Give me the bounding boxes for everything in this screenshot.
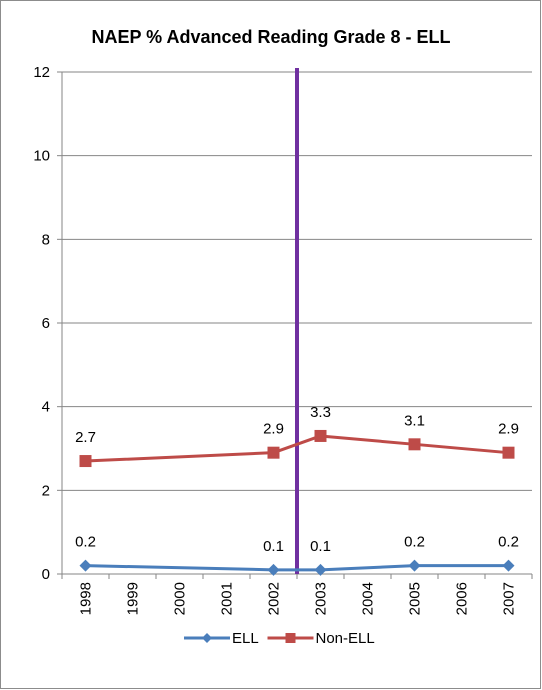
- data-label: 0.2: [404, 534, 425, 551]
- x-tick-label: 2002: [266, 582, 283, 615]
- x-tick-label: 2001: [219, 582, 236, 615]
- data-point: [79, 559, 92, 572]
- x-tick-label: 2006: [454, 582, 471, 615]
- data-label: 0.1: [310, 538, 331, 555]
- x-tick-label: 2004: [360, 582, 377, 615]
- x-tick-label: 1999: [125, 582, 142, 615]
- chart-title: NAEP % Advanced Reading Grade 8 - ELL: [91, 27, 450, 47]
- x-tick-label: 2005: [407, 582, 424, 615]
- data-point: [408, 438, 421, 451]
- data-point: [79, 455, 92, 468]
- series-layer: [79, 429, 515, 576]
- y-tick-label: 2: [42, 482, 50, 499]
- legend-label: ELL: [232, 630, 259, 647]
- x-tick-label: 2007: [501, 582, 518, 615]
- data-point: [502, 446, 515, 459]
- legend-label: Non-ELL: [316, 630, 375, 647]
- x-tick-label: 2003: [313, 582, 330, 615]
- y-tick-label: 6: [42, 315, 50, 332]
- data-labels: 0.2 0.1 0.1 0.2 0.2 2.7 2.9 3.3 3.1 2.9: [75, 404, 519, 555]
- y-axis-ticks: 0 2 4 6 8 10 12: [33, 64, 62, 583]
- data-label: 0.2: [75, 534, 96, 551]
- y-tick-label: 10: [33, 148, 50, 165]
- x-tick-label: 2000: [172, 582, 189, 615]
- y-tick-label: 4: [42, 399, 50, 416]
- data-label: 0.1: [263, 538, 284, 555]
- data-label: 2.9: [498, 421, 519, 438]
- data-point: [408, 559, 421, 572]
- data-label: 3.3: [310, 404, 331, 421]
- y-tick-label: 12: [33, 64, 50, 81]
- y-tick-label: 8: [42, 231, 50, 248]
- data-label: 2.9: [263, 421, 284, 438]
- data-point: [502, 559, 515, 572]
- legend: ELL Non-ELL: [184, 630, 375, 647]
- x-axis-ticks: 1998 1999 2000 2001 2002 2003 2004 2005 2006 2007: [61, 574, 533, 615]
- data-label: 3.1: [404, 412, 425, 429]
- legend-marker: [202, 633, 212, 643]
- data-point: [314, 429, 327, 442]
- y-tick-label: 0: [42, 566, 50, 583]
- legend-marker: [285, 633, 296, 643]
- data-label: 2.7: [75, 429, 96, 446]
- data-point: [314, 563, 327, 576]
- data-point: [267, 446, 280, 459]
- data-point: [267, 563, 280, 576]
- x-tick-label: 1998: [78, 582, 95, 615]
- data-label: 0.2: [498, 534, 519, 551]
